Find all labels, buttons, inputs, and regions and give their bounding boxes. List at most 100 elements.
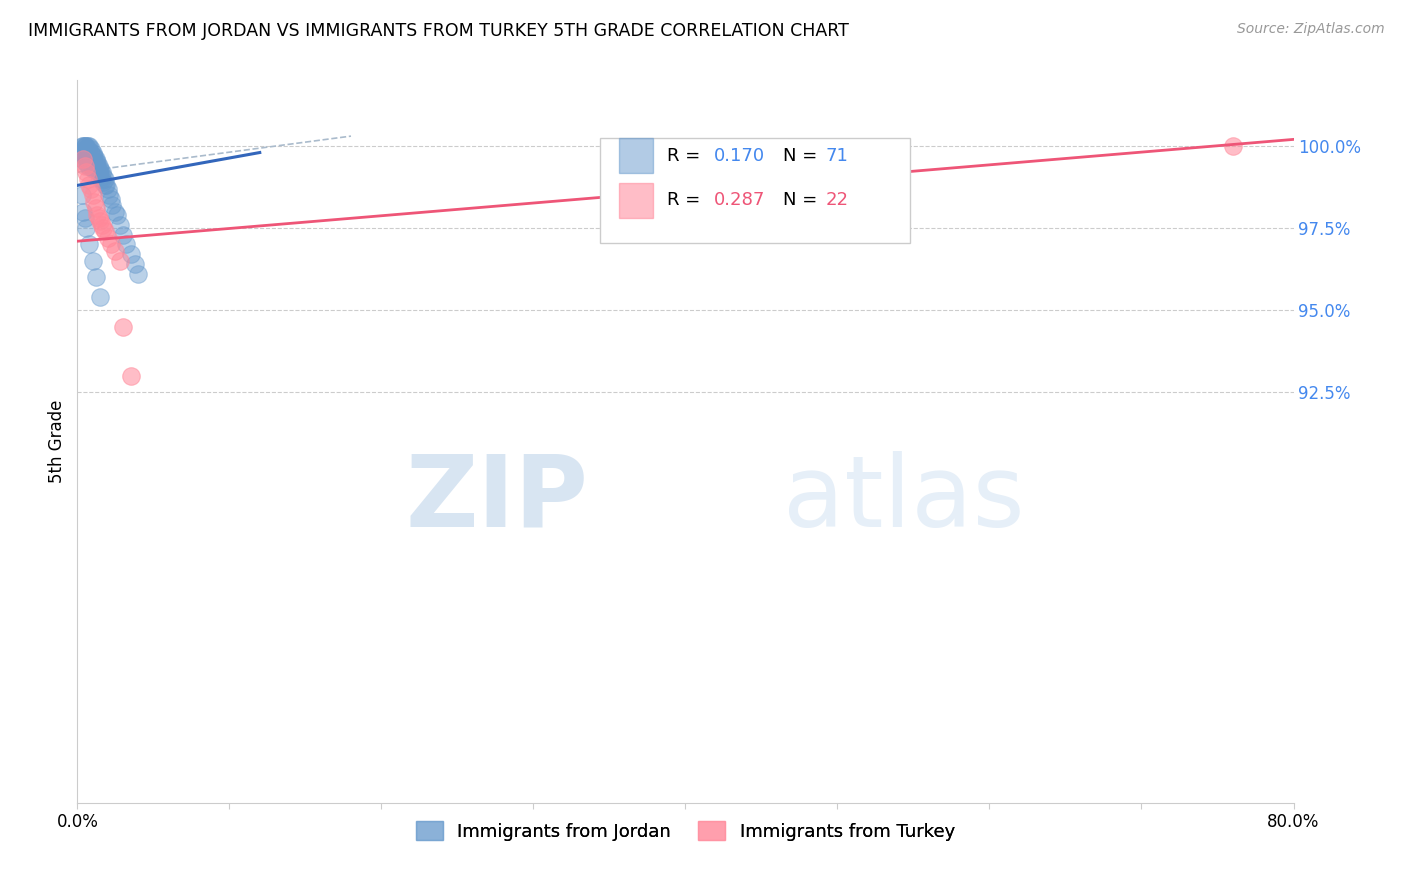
Point — [73, 139, 96, 153]
Point — [73, 155, 96, 169]
Text: R =: R = — [668, 192, 706, 210]
Point — [82, 254, 104, 268]
Point — [84, 155, 107, 169]
Point — [83, 194, 105, 209]
Point — [101, 198, 124, 212]
Point — [98, 188, 121, 202]
Point — [127, 267, 149, 281]
Point — [1222, 139, 1244, 153]
Point — [70, 145, 93, 160]
Point — [115, 237, 138, 252]
Point — [86, 161, 108, 176]
Point — [86, 155, 108, 169]
Point — [79, 159, 101, 173]
Point — [82, 149, 104, 163]
Point — [93, 178, 115, 193]
Point — [75, 145, 97, 160]
Point — [90, 218, 112, 232]
Point — [72, 152, 94, 166]
Point — [120, 368, 142, 383]
Point — [72, 152, 94, 166]
Point — [89, 290, 111, 304]
Point — [89, 161, 111, 176]
Point — [77, 145, 100, 160]
Point — [100, 192, 122, 206]
Point — [84, 152, 107, 166]
Point — [73, 142, 96, 156]
Point — [89, 171, 111, 186]
Point — [90, 165, 112, 179]
Point — [80, 182, 103, 196]
Text: 22: 22 — [825, 192, 848, 210]
Point — [77, 139, 100, 153]
Point — [84, 270, 107, 285]
Point — [90, 171, 112, 186]
Point — [111, 319, 134, 334]
Point — [84, 161, 107, 176]
Point — [75, 139, 97, 153]
Point — [80, 145, 103, 160]
Text: R =: R = — [668, 146, 706, 164]
Point — [86, 208, 108, 222]
Point — [83, 161, 105, 176]
Point — [77, 142, 100, 156]
Y-axis label: 5th Grade: 5th Grade — [48, 400, 66, 483]
Text: 0.287: 0.287 — [713, 192, 765, 210]
Point — [104, 244, 127, 258]
Point — [87, 159, 110, 173]
Point — [75, 165, 97, 179]
Point — [97, 182, 120, 196]
Point — [70, 188, 93, 202]
Text: IMMIGRANTS FROM JORDAN VS IMMIGRANTS FROM TURKEY 5TH GRADE CORRELATION CHART: IMMIGRANTS FROM JORDAN VS IMMIGRANTS FRO… — [28, 22, 849, 40]
Text: atlas: atlas — [783, 450, 1025, 548]
Point — [84, 202, 107, 216]
Text: N =: N = — [783, 192, 823, 210]
Point — [91, 175, 114, 189]
Point — [96, 178, 118, 193]
Point — [73, 211, 96, 226]
Point — [77, 159, 100, 173]
Point — [89, 214, 111, 228]
Point — [73, 149, 96, 163]
Point — [91, 221, 114, 235]
Point — [83, 149, 105, 163]
Point — [89, 165, 111, 179]
Point — [79, 178, 101, 193]
FancyBboxPatch shape — [600, 138, 911, 243]
Point — [80, 142, 103, 156]
Point — [120, 247, 142, 261]
Point — [73, 139, 96, 153]
Point — [82, 188, 104, 202]
Point — [79, 145, 101, 160]
Point — [75, 152, 97, 166]
Point — [77, 152, 100, 166]
Point — [82, 155, 104, 169]
Point — [82, 161, 104, 176]
Point — [79, 152, 101, 166]
Point — [87, 211, 110, 226]
Point — [108, 218, 131, 232]
Text: N =: N = — [783, 146, 823, 164]
Point — [72, 139, 94, 153]
Text: 71: 71 — [825, 146, 848, 164]
Point — [93, 171, 115, 186]
Point — [83, 155, 105, 169]
Legend: Immigrants from Jordan, Immigrants from Turkey: Immigrants from Jordan, Immigrants from … — [409, 814, 962, 848]
Point — [77, 171, 100, 186]
Point — [70, 139, 93, 153]
FancyBboxPatch shape — [619, 183, 652, 218]
Point — [104, 204, 127, 219]
Point — [100, 237, 122, 252]
Point — [72, 145, 94, 160]
Point — [87, 165, 110, 179]
FancyBboxPatch shape — [619, 138, 652, 173]
Text: 0.170: 0.170 — [713, 146, 765, 164]
Point — [80, 159, 103, 173]
Point — [91, 169, 114, 183]
Text: ZIP: ZIP — [405, 450, 588, 548]
Point — [79, 139, 101, 153]
Point — [97, 231, 120, 245]
Point — [73, 159, 96, 173]
Point — [111, 227, 134, 242]
Point — [108, 254, 131, 268]
